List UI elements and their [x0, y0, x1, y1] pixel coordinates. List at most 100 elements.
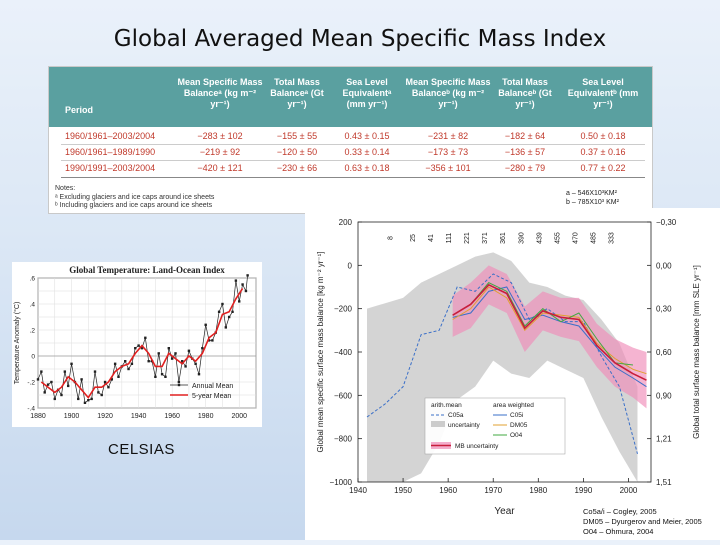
legend-label: DM05	[510, 422, 528, 429]
y-tick-label: 0	[31, 354, 35, 361]
series-line	[366, 273, 638, 454]
header-tmb-b: Total Mass Balanceᵇ (Gt yr⁻¹)	[498, 77, 552, 109]
annual-mean-point	[100, 393, 103, 397]
y-tick-label: .6	[30, 276, 36, 283]
y-tick-label-right: −0,30	[656, 218, 677, 227]
y-tick-label-right: 1,21	[656, 435, 672, 444]
annual-mean-point	[241, 283, 244, 286]
annual-mean-point	[207, 339, 211, 342]
header-period: Period	[65, 105, 94, 115]
y-tick-label: −600	[334, 391, 353, 400]
annual-mean-point	[134, 347, 137, 350]
annual-mean-line	[37, 275, 248, 404]
annual-mean-point	[227, 315, 231, 319]
five-year-mean-line	[40, 287, 244, 399]
source-line: O04 – Ohmura, 2004	[583, 527, 654, 536]
y-tick-label: −200	[334, 305, 353, 314]
annual-mean-point	[217, 310, 221, 313]
annual-mean-point	[97, 391, 100, 394]
annual-mean-point	[144, 336, 147, 339]
legend-label: uncertainty	[448, 422, 481, 429]
cell-period: 1990/1991–2003/2004	[65, 163, 156, 173]
annual-mean-point	[40, 370, 43, 373]
annual-mean-point	[231, 310, 234, 313]
y-tick-label-right: 0,60	[656, 348, 672, 357]
mass-balance-chart: 2000−200−400−600−800−1000−0,300,000,300,…	[316, 218, 701, 517]
annual-mean-point	[238, 300, 241, 303]
y-tick-label: −400	[334, 348, 353, 357]
cell-tmb-b: −182 ± 64	[504, 131, 546, 141]
count-label: 111	[446, 233, 453, 244]
header-sle-b: Sea Level Equivalentᵇ (mm yr⁻¹)	[567, 77, 639, 109]
legend-label: C05a	[448, 412, 464, 419]
header-msmb-a: Mean Specific Mass Balanceᵃ (kg m⁻² yr⁻¹…	[177, 77, 263, 109]
y-tick-label: −800	[334, 435, 353, 444]
annual-mean-point	[204, 323, 207, 326]
area-notes: a – 546X10³KM² b – 785X10³ KM²	[566, 189, 619, 207]
cell-tmb-a: −120 ± 50	[276, 147, 318, 157]
legend-header: arith.mean	[431, 402, 462, 409]
annual-mean-point	[46, 383, 50, 386]
header-tmb-a: Total Mass Balanceᵃ (Gt yr⁻¹)	[270, 77, 324, 109]
annual-mean-point	[80, 378, 83, 381]
annual-mean-point	[107, 386, 110, 389]
x-tick-label: 1980	[198, 413, 214, 420]
source-line: Co5a/i – Cogley, 2005	[583, 507, 657, 516]
legend-label: Annual Mean	[192, 383, 233, 390]
count-label: 333	[608, 232, 615, 244]
x-tick-label: 1900	[64, 413, 80, 420]
cell-sle-a: 0.33 ± 0.14	[344, 147, 390, 157]
header-sle-a: Sea Level Equivalentᵃ (mm yr⁻¹)	[342, 77, 392, 109]
annual-mean-point	[167, 347, 170, 350]
legend-marker-annual	[177, 383, 181, 387]
count-label: 371	[482, 232, 489, 244]
y-tick-label: 0	[348, 261, 353, 270]
legend-label: 5-year Mean	[192, 393, 231, 400]
annual-mean-point	[53, 397, 56, 401]
annual-mean-point	[201, 347, 204, 350]
cell-sle-a: 0.63 ± 0.18	[344, 163, 390, 173]
annual-mean-point	[177, 380, 181, 384]
x-tick-label: 2000	[620, 486, 638, 495]
annual-mean-point	[83, 401, 87, 404]
cell-msmb-a: −420 ± 121	[197, 163, 243, 173]
count-label: 439	[536, 232, 543, 244]
series-line	[452, 283, 647, 381]
count-label: 361	[500, 232, 507, 244]
notes-title: Notes:	[55, 185, 76, 192]
annual-mean-point	[130, 362, 134, 365]
cell-msmb-a: −219 ± 92	[199, 147, 241, 157]
annual-mean-point	[154, 375, 157, 378]
series-line	[452, 282, 634, 366]
annual-mean-point	[87, 399, 90, 402]
annual-mean-point	[164, 375, 167, 378]
annual-mean-point	[117, 375, 120, 378]
cell-sle-b: 0.77 ± 0.22	[580, 163, 626, 173]
legend-label: C05i	[510, 412, 523, 419]
annual-mean-point	[246, 274, 249, 277]
series-line	[452, 286, 647, 388]
annual-mean-point	[93, 370, 97, 373]
annual-mean-point	[170, 357, 174, 360]
cell-tmb-b: −136 ± 57	[504, 147, 546, 157]
annual-mean-point	[60, 393, 63, 397]
y-tick-label: −1000	[330, 478, 353, 487]
annual-mean-point	[197, 373, 201, 376]
annual-mean-point	[157, 352, 160, 355]
temperature-chart: Global Temperature: Land-Ocean Index 1880…	[13, 265, 257, 420]
cell-sle-a: 0.43 ± 0.15	[344, 131, 390, 141]
x-tick-label: 1950	[394, 486, 412, 495]
annual-mean-point	[181, 360, 184, 363]
area-note-a: a – 546X10³KM²	[566, 190, 617, 197]
y-tick-label-right: 0,90	[656, 391, 672, 400]
annual-mean-point	[194, 362, 197, 365]
annual-mean-point	[244, 289, 248, 293]
cell-tmb-a: −155 ± 55	[276, 131, 318, 141]
row-divider	[61, 177, 645, 178]
legend-header: area weighted	[493, 402, 534, 409]
cell-period: 1960/1961–2003/2004	[65, 131, 156, 141]
legend-swatch	[431, 421, 445, 427]
cell-msmb-b: −173 ± 73	[427, 147, 469, 157]
y-axis-label: Temperature Anomaly (°C)	[13, 302, 21, 385]
